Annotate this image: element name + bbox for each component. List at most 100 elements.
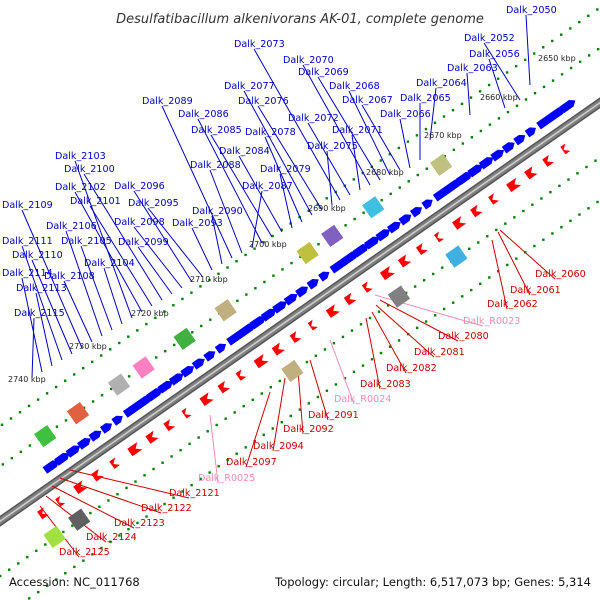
plus-strand-gene (478, 157, 494, 170)
accession-text: Accession: NC_011768 (9, 575, 140, 589)
scale-tick-inner-minus (44, 543, 47, 546)
scale-tick-outer-minus (208, 471, 211, 474)
scale-tick-outer-minus (307, 402, 311, 405)
minus-gene-label: Dalk_2124 (86, 532, 137, 543)
scale-tick-outer-minus (37, 590, 40, 594)
scale-tick-outer-minus (397, 339, 401, 342)
scale-tick-outer (307, 209, 310, 213)
plus-gene-label: Dalk_2099 (118, 237, 169, 248)
plus-feature (296, 241, 319, 265)
plus-strand-gene (432, 186, 451, 202)
plus-gene-label: Dalk_2096 (114, 181, 165, 192)
plus-gene-leader-line (35, 292, 53, 367)
scale-tick-outer-minus (55, 578, 58, 581)
scale-tick-outer-minus (154, 509, 157, 512)
scale-tick-inner-minus (215, 423, 218, 427)
scale-tick-outer-minus (172, 496, 175, 499)
scale-tick-outer (253, 247, 256, 250)
scale-tick-inner-plus (28, 444, 32, 447)
minus-strand-gene (145, 430, 159, 444)
minus-strand-gene (560, 143, 571, 155)
scale-tick-inner-plus (524, 98, 528, 101)
scale-tick-outer-minus (298, 408, 302, 411)
plus-gene-label: Dalk_2114 (2, 268, 53, 279)
scale-tick-outer (9, 417, 13, 420)
scale-label: 2740 kbp (8, 375, 46, 384)
scale-tick-inner-plus (281, 268, 284, 271)
plus-gene-label: Dalk_2108 (44, 271, 95, 282)
plus-gene-leader-line (243, 90, 313, 216)
scale-tick-inner-minus (567, 178, 570, 181)
scale-tick-inner-minus (314, 354, 318, 357)
scale-tick-inner-minus (206, 430, 209, 433)
scale-tick-outer (81, 366, 85, 370)
plus-gene-leader-line (83, 173, 163, 301)
plus-strand-gene (42, 460, 59, 474)
scale-tick-inner-minus (413, 285, 417, 288)
plus-gene-leader-line (264, 136, 303, 223)
minus-gene-label: Dalk_2091 (308, 410, 359, 421)
minus-strand-gene (343, 292, 357, 306)
scale-tick-outer (172, 304, 175, 307)
plus-strand-gene (421, 199, 433, 210)
plus-strand-gene (352, 244, 369, 258)
scale-tick-outer (181, 297, 184, 301)
scale-tick-outer-minus (127, 527, 130, 531)
scale-tick-outer (45, 392, 49, 395)
scale-tick-outer (316, 203, 319, 206)
plus-strand-gene (226, 331, 245, 346)
minus-gene-leader-line (245, 391, 271, 468)
minus-gene-leader-line (365, 317, 381, 390)
plus-feature (362, 196, 385, 219)
plus-gene-leader-line (21, 209, 83, 349)
plus-strand-gene (283, 293, 298, 306)
plus-gene-label: Dalk_2050 (506, 5, 557, 16)
scale-tick-inner-plus (200, 324, 203, 328)
scale-label: 2650 kbp (538, 54, 576, 63)
scale-tick-outer-minus (361, 364, 365, 367)
scale-tick-outer-minus (334, 383, 338, 386)
scale-tick-outer (578, 20, 581, 24)
scale-tick-inner-minus (522, 209, 525, 213)
scale-tick-outer (433, 121, 437, 124)
scale-tick-outer (208, 278, 211, 282)
scale-tick-inner-minus (188, 442, 191, 446)
plus-gene-leader-line (103, 267, 123, 325)
minus-feature (387, 285, 411, 308)
plus-strand-gene (191, 358, 205, 370)
scale-tick-inner-minus (359, 323, 363, 326)
scale-tick-outer-minus (424, 320, 428, 323)
plus-gene-label: Dalk_2101 (70, 196, 121, 207)
minus-strand-gene (379, 265, 395, 281)
scale-tick-inner-minus (531, 203, 534, 206)
scale-tick-outer (496, 77, 500, 80)
plus-strand-gene (306, 279, 319, 290)
minus-feature (281, 359, 304, 383)
scale-tick-inner-minus (504, 222, 507, 225)
scale-tick-outer (560, 33, 563, 36)
scale-tick-outer-minus (199, 477, 202, 481)
scale-label: 2710 kbp (190, 275, 228, 284)
scale-tick-outer-minus (73, 565, 76, 569)
minus-feature (68, 508, 91, 531)
plus-strand-gene (203, 351, 216, 362)
scale-tick-inner-plus (515, 104, 519, 107)
minus-gene-label: Dalk_2082 (386, 363, 437, 374)
plus-strand-gene (272, 301, 287, 314)
plus-feature (107, 373, 131, 396)
scale-label: 2690 kbp (308, 204, 346, 213)
scale-tick-outer-minus (244, 446, 247, 449)
scale-tick-outer-minus (316, 395, 320, 399)
scale-tick-outer-minus (533, 244, 536, 248)
scale-tick-outer (469, 96, 473, 99)
scale-tick-inner-plus (263, 280, 266, 284)
scale-tick-outer-minus (262, 433, 265, 436)
plus-gene-label: Dalk_2111 (2, 236, 53, 247)
plus-strand-gene (54, 452, 70, 466)
scale-tick-outer-minus (343, 376, 347, 380)
minus-strand-gene (127, 442, 143, 457)
plus-gene-leader-line (326, 150, 333, 206)
plus-gene-label: Dalk_2084 (219, 146, 270, 157)
scale-tick-inner-minus (260, 392, 263, 395)
